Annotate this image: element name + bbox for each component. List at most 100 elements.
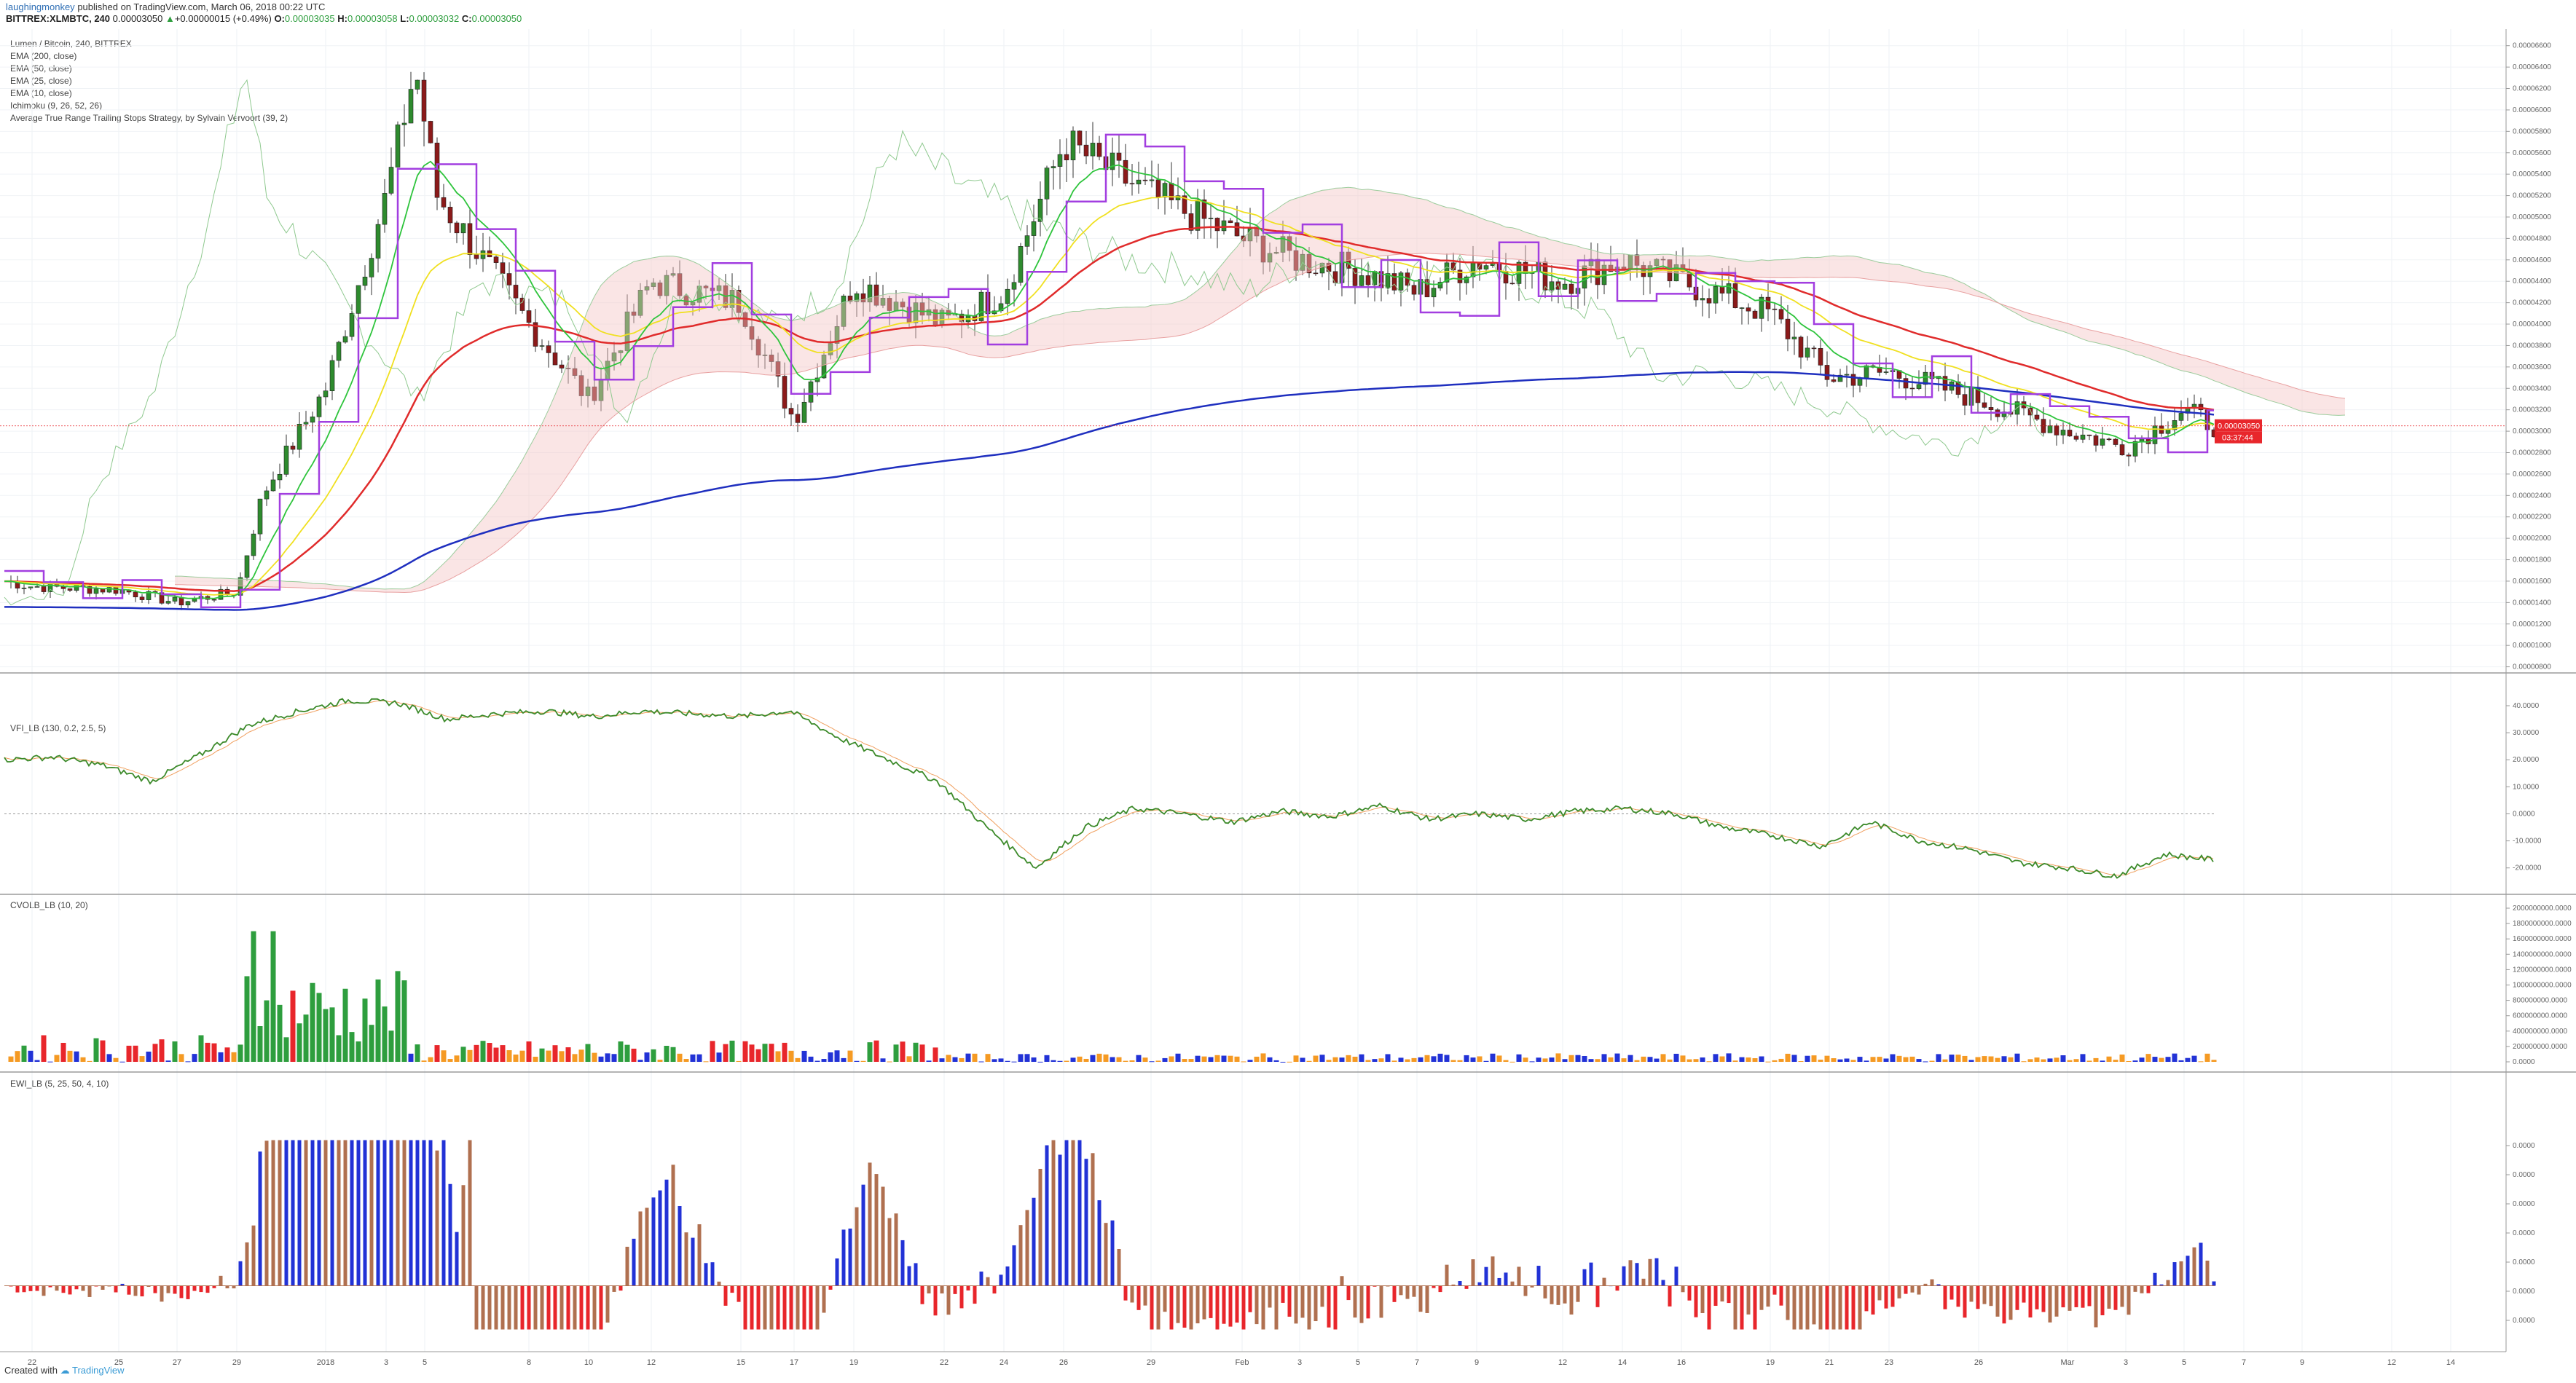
candle-body bbox=[1083, 144, 1089, 157]
ewi-bar bbox=[2081, 1285, 2085, 1308]
volume-bar bbox=[1070, 1057, 1076, 1062]
volume-bar bbox=[74, 1051, 79, 1062]
candle-body bbox=[1686, 271, 1692, 288]
volume-bar bbox=[572, 1054, 578, 1062]
candle-body bbox=[395, 125, 401, 168]
legend-ema200[interactable]: EMA (200, close) bbox=[10, 51, 77, 61]
volume-bar bbox=[1319, 1055, 1325, 1062]
tradingview-link[interactable]: TradingView bbox=[72, 1365, 125, 1376]
volume-bar bbox=[2067, 1060, 2073, 1062]
date-tick-label: 17 bbox=[790, 1358, 798, 1367]
candle-body bbox=[1982, 402, 1987, 408]
candle-body bbox=[533, 322, 538, 347]
ewi-bar bbox=[1661, 1280, 1665, 1286]
volume-bar bbox=[1267, 1057, 1273, 1062]
legend-atr-stops[interactable]: Average True Range Trailing Stops Strate… bbox=[10, 113, 288, 123]
ewi-bar bbox=[1425, 1285, 1429, 1313]
ewi-bar bbox=[278, 1140, 282, 1286]
candle-body bbox=[696, 285, 702, 303]
legend-title[interactable]: Lumen / Bitcoin, 240, BITTREX bbox=[10, 39, 132, 49]
ewi-pane-title[interactable]: EWI_LB (5, 25, 50, 4, 10) bbox=[10, 1079, 109, 1089]
ewi-bar bbox=[1766, 1285, 1770, 1307]
ewi-bar bbox=[619, 1285, 623, 1291]
volume-bar bbox=[952, 1057, 958, 1062]
ewi-bar bbox=[2028, 1285, 2033, 1318]
ewi-bar bbox=[1215, 1285, 1220, 1330]
price-pane[interactable] bbox=[0, 71, 2506, 611]
ewi-bar bbox=[1713, 1285, 1718, 1307]
date-tick-label: 15 bbox=[737, 1358, 745, 1367]
ewi-bar bbox=[481, 1285, 485, 1330]
volume-bar bbox=[1457, 1060, 1463, 1062]
candle-body bbox=[1450, 262, 1456, 271]
volume-bar bbox=[1195, 1055, 1201, 1062]
cvol-tick-label: 1800000000.0000 bbox=[2513, 920, 2572, 928]
ewi-bar bbox=[1904, 1285, 1908, 1294]
candle-body bbox=[637, 289, 643, 316]
candle-body bbox=[2073, 436, 2079, 440]
cvol-tick-label: 800000000.0000 bbox=[2513, 997, 2568, 1005]
ewi-pane[interactable] bbox=[4, 1140, 2216, 1330]
candle-body bbox=[1772, 308, 1778, 310]
ewi-bar bbox=[1287, 1285, 1292, 1317]
volume-bar bbox=[552, 1045, 558, 1062]
cvol-tick-label: 1400000000.0000 bbox=[2513, 950, 2572, 958]
legend-ichimoku[interactable]: Ichimoku (9, 26, 52, 26) bbox=[10, 101, 103, 111]
legend-ema50[interactable]: EMA (50, close) bbox=[10, 63, 72, 74]
ewi-bar bbox=[1956, 1285, 1960, 1307]
price-tick-label: 0.00005400 bbox=[2513, 170, 2551, 178]
ewi-bar bbox=[966, 1285, 970, 1291]
vfi-pane-title[interactable]: VFI_LB (130, 0.2, 2.5, 5) bbox=[10, 723, 106, 733]
candle-body bbox=[415, 79, 420, 90]
volume-bar bbox=[2185, 1057, 2191, 1062]
volume-bar bbox=[119, 1061, 125, 1063]
author-link[interactable]: laughingmonkey bbox=[6, 1, 75, 12]
cvol-pane[interactable] bbox=[8, 931, 2217, 1063]
ewi-bar bbox=[264, 1140, 269, 1286]
candle-body bbox=[480, 250, 486, 259]
ewi-bar bbox=[1307, 1285, 1311, 1330]
volume-bar bbox=[1228, 1055, 1233, 1062]
volume-bar bbox=[1346, 1055, 1351, 1062]
ewi-bar bbox=[1346, 1285, 1351, 1301]
legend-ema25[interactable]: EMA (25, close) bbox=[10, 76, 72, 86]
candle-body bbox=[2054, 425, 2059, 436]
ewi-bar bbox=[986, 1277, 990, 1286]
volume-bar bbox=[887, 1061, 892, 1063]
ewi-bar bbox=[363, 1140, 367, 1286]
ewi-bar bbox=[1831, 1285, 1836, 1330]
ewi-bar bbox=[723, 1285, 728, 1306]
legend-ema10[interactable]: EMA (10, close) bbox=[10, 88, 72, 98]
ewi-bar bbox=[914, 1263, 918, 1286]
axes: 22 25 27 29 2018 3 5 8 10 12 15 17 19 22 24 26 29 Feb 3 5 7 9… bbox=[0, 29, 2576, 1367]
volume-bar bbox=[932, 1047, 938, 1062]
candle-body bbox=[1785, 318, 1791, 339]
ewi-bar bbox=[881, 1186, 885, 1286]
ewi-bar bbox=[1235, 1285, 1239, 1323]
date-tick-label: 14 bbox=[2446, 1358, 2455, 1367]
ewi-bar bbox=[1910, 1285, 1915, 1293]
volume-bar bbox=[1857, 1057, 1863, 1062]
volume-bar bbox=[631, 1048, 637, 1062]
ewi-bar bbox=[1517, 1266, 1521, 1286]
ewi-bar bbox=[1117, 1248, 1121, 1286]
ewi-bar bbox=[1261, 1285, 1265, 1330]
volume-bar bbox=[926, 1060, 932, 1062]
ewi-bar bbox=[2035, 1285, 2039, 1309]
ewi-bar bbox=[1523, 1285, 1528, 1296]
volume-bar bbox=[873, 1040, 879, 1062]
volume-bar bbox=[1995, 1057, 2000, 1062]
volume-bar bbox=[270, 931, 276, 1062]
candle-body bbox=[736, 290, 742, 313]
vfi-tick-label: 40.0000 bbox=[2513, 702, 2540, 710]
candle-body bbox=[1831, 379, 1837, 382]
cvol-pane-title[interactable]: CVOLB_LB (10, 20) bbox=[10, 900, 88, 910]
vfi-pane[interactable] bbox=[4, 698, 2215, 879]
ewi-bar bbox=[74, 1285, 79, 1290]
volume-bar bbox=[415, 1044, 420, 1062]
volume-bar bbox=[1254, 1056, 1260, 1062]
candle-body bbox=[631, 311, 637, 316]
date-tick-label: 7 bbox=[2242, 1358, 2246, 1367]
candle-body bbox=[106, 587, 112, 593]
